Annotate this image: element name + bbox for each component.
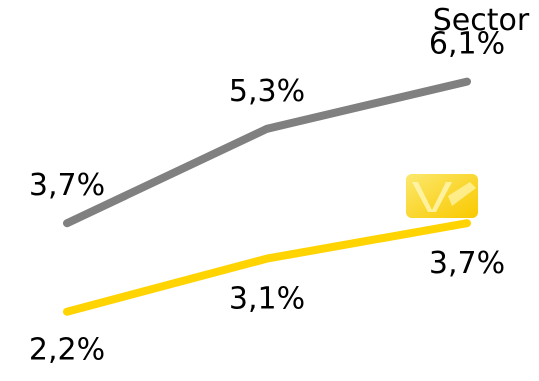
- data-label-s1-2: 5,3%: [229, 74, 305, 109]
- data-label-s2-2: 3,1%: [229, 282, 305, 317]
- series-line-1: [63, 77, 471, 228]
- data-label-s1-1: 3,7%: [29, 168, 105, 203]
- series-line-2: [63, 219, 471, 316]
- yellow-brand-logo-icon: [406, 174, 478, 218]
- data-label-s2-1: 2,2%: [29, 333, 105, 368]
- data-label-s1-3: 6,1%: [429, 27, 505, 62]
- legend-sector-label: Sector: [433, 3, 530, 38]
- data-label-s2-3: 3,7%: [429, 246, 505, 281]
